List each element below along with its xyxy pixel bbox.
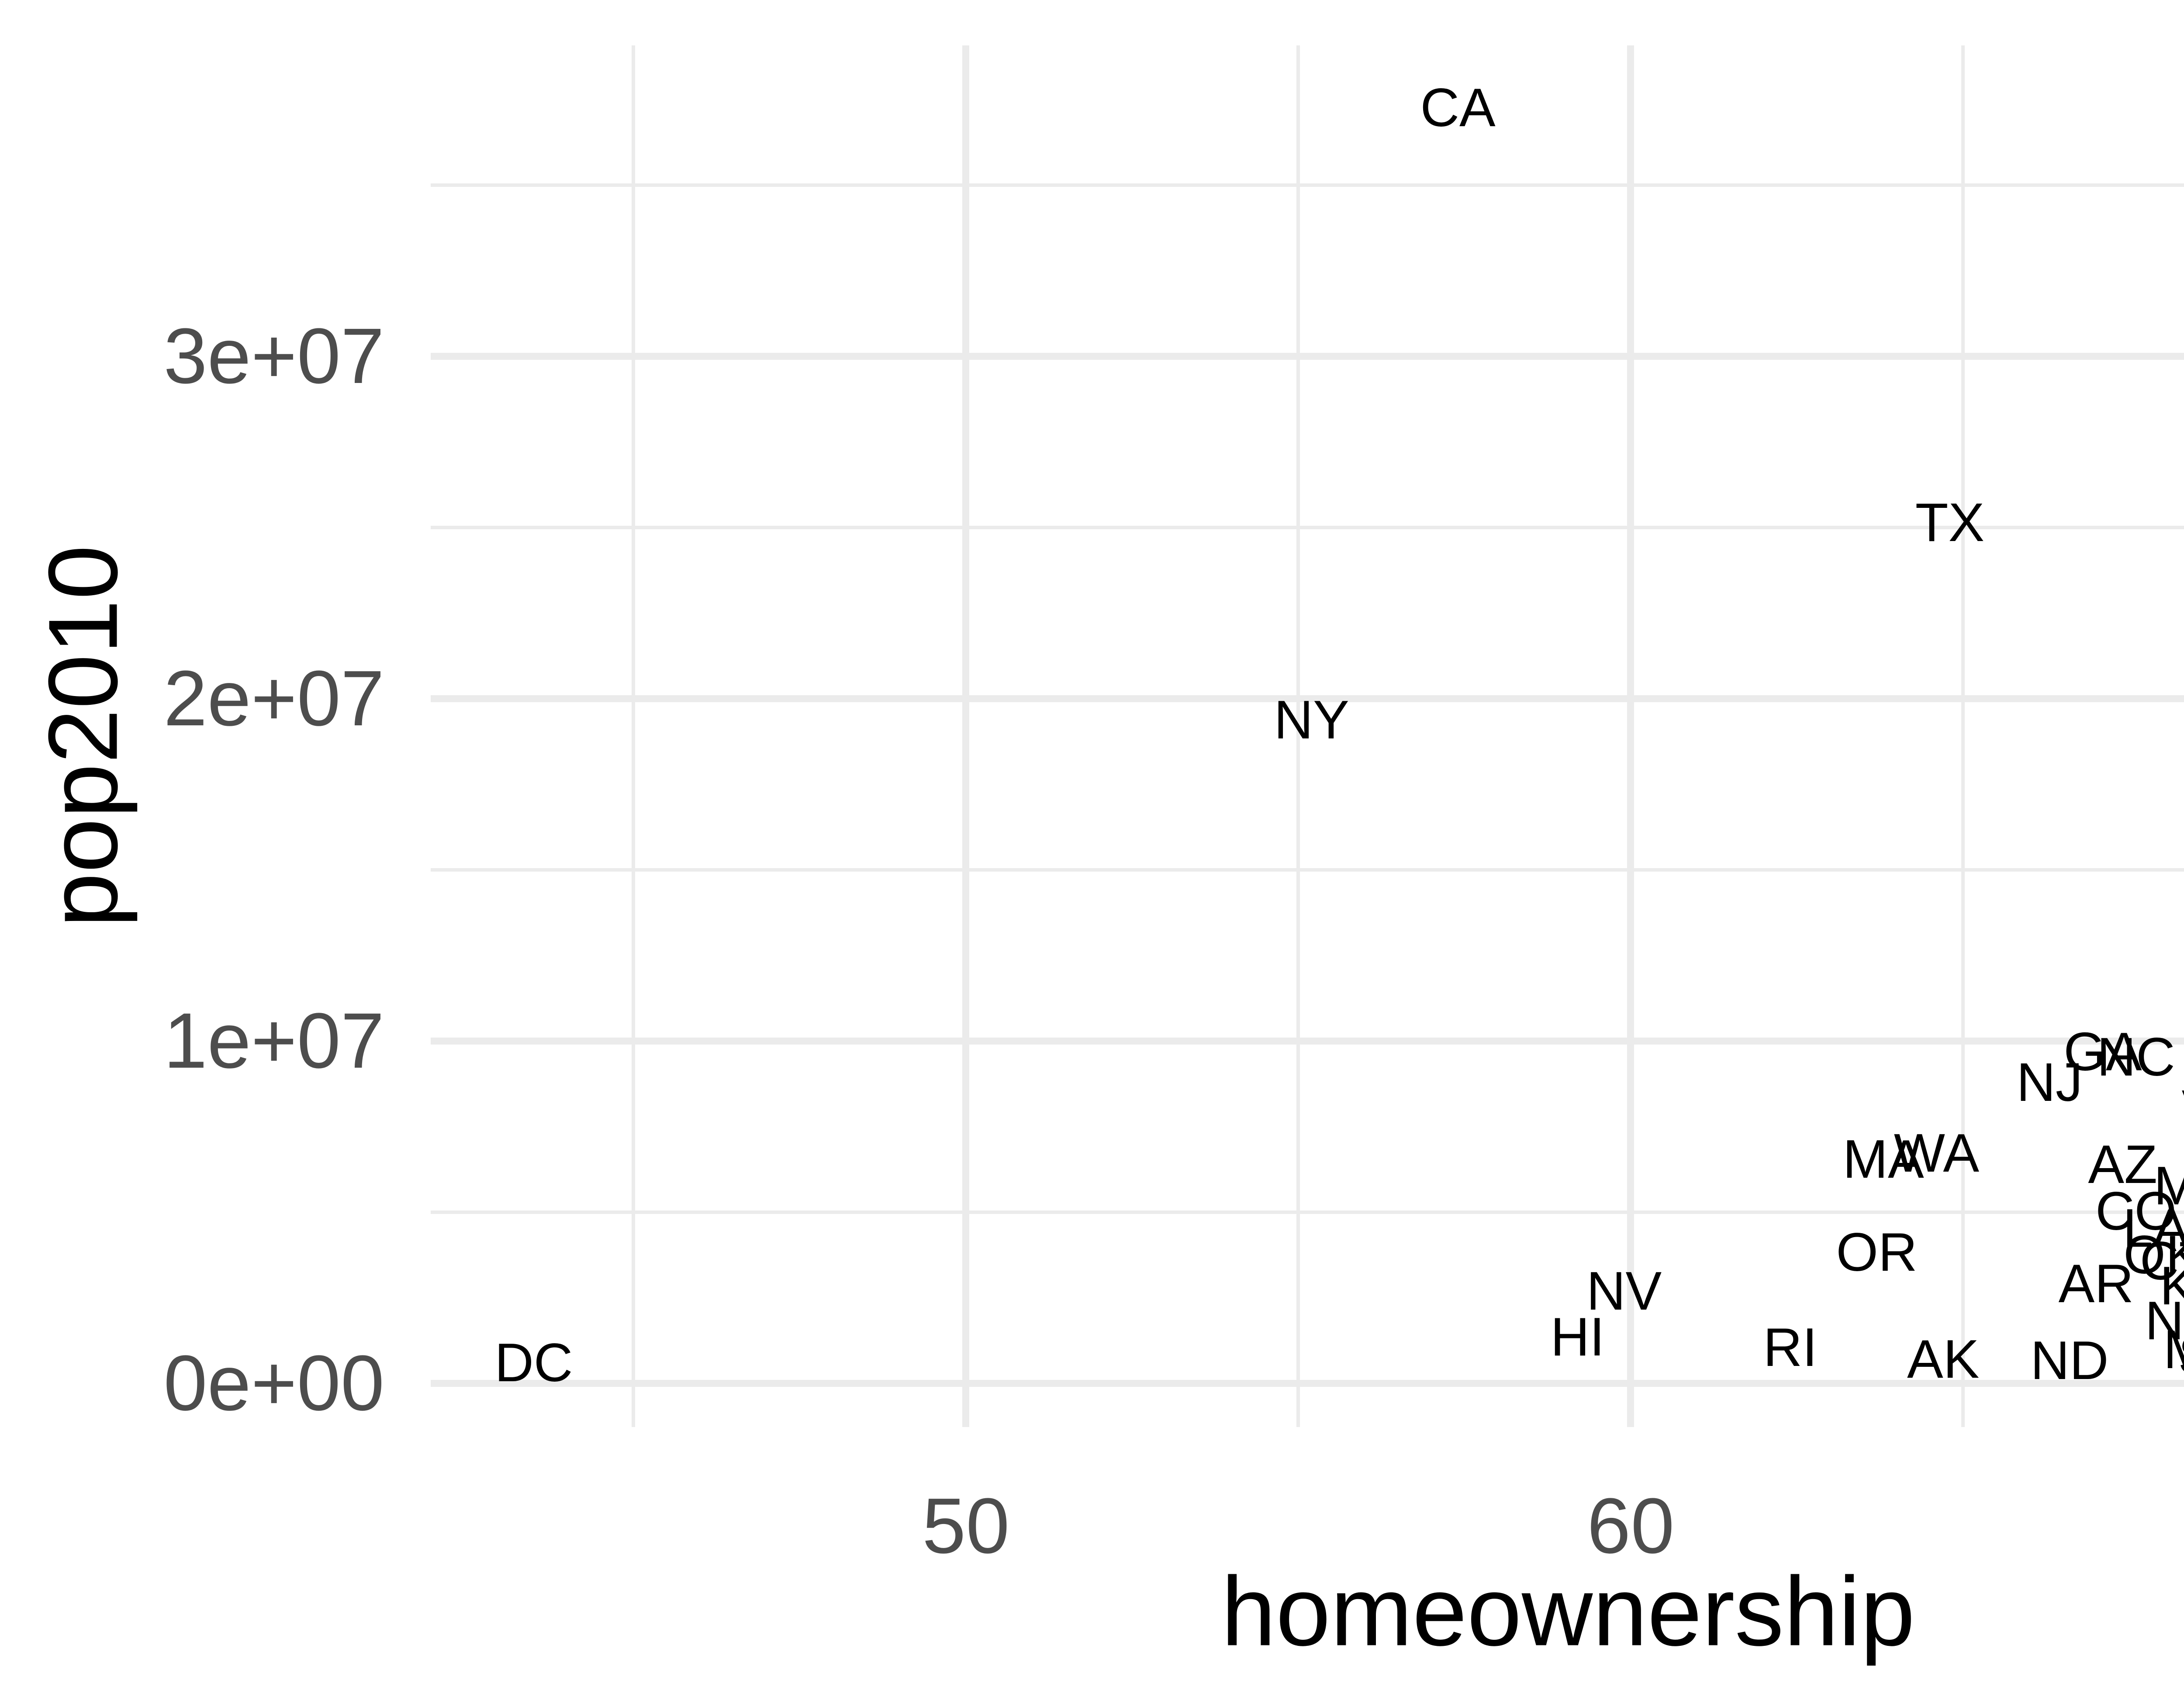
y-minor-gridline [431,1210,2184,1214]
x-major-gridline [962,45,970,1427]
data-point-label-AK: AK [1907,1329,1980,1390]
data-point-label-CO: CO [2095,1181,2177,1242]
data-point-label-DC: DC [494,1333,573,1393]
y-tick-label: 3e+07 [163,312,384,400]
data-point-label-OK: OK [2123,1225,2184,1286]
y-tick-label: 2e+07 [163,655,384,743]
data-point-label-NE: NE [2145,1291,2184,1352]
data-point-label-GA: GA [2063,1021,2142,1082]
data-point-label-AR: AR [2058,1253,2134,1314]
data-point-label-MD: MD [2153,1155,2184,1216]
data-point-label-HI: HI [1550,1307,1605,1367]
y-major-gridline [431,695,2184,703]
x-major-gridline [1627,45,1635,1427]
x-tick-label: 50 [922,1482,1010,1570]
data-point-label-NJ: NJ [2016,1052,2083,1113]
data-point-label-MA: MA [1842,1129,1924,1190]
y-minor-gridline [431,868,2184,872]
x-minor-gridline [1296,45,1300,1427]
data-point-label-NV: NV [1586,1261,1662,1321]
y-major-gridline [431,352,2184,360]
x-axis-title: homeownership [1221,1556,1915,1666]
data-point-label-ND: ND [2030,1330,2109,1391]
data-point-label-AZ: AZ [2088,1134,2157,1195]
data-point-label-SD: SD [2178,1329,2184,1383]
y-axis-title: pop2010 [28,545,138,928]
data-point-label-WA: WA [1894,1123,1980,1184]
y-minor-gridline [431,183,2184,187]
y-tick-label: 1e+07 [163,997,384,1085]
data-point-label-CA: CA [1420,78,1496,138]
x-minor-gridline [632,45,636,1427]
data-point-label-NY: NY [1274,690,1349,750]
data-point-label-NC: NC [2097,1027,2175,1087]
data-point-label-KS: KS [2160,1255,2184,1316]
data-point-label-VA: VA [2182,1083,2184,1137]
x-tick-label: 60 [1587,1482,1675,1570]
data-point-label-OR: OR [1836,1222,1918,1283]
data-point-label-RI: RI [1763,1317,1818,1378]
y-major-gridline [431,1380,2184,1387]
data-point-label-TX: TX [1915,492,1985,553]
y-tick-label: 0e+00 [163,1339,384,1428]
data-point-label-LA: LA [2122,1198,2184,1259]
x-minor-gridline [1961,45,1965,1427]
y-minor-gridline [431,526,2184,530]
data-point-label-CT: CT [2139,1231,2184,1292]
y-major-gridline [431,1038,2184,1045]
data-point-label-MT: MT [2163,1323,2184,1377]
